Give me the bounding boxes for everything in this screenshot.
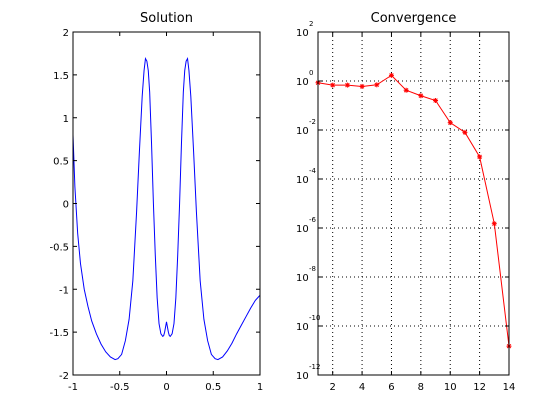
marker-stroke [403,88,409,93]
convergence-data-point [447,120,453,126]
convergence-ytick-exponent: -10 [309,314,320,322]
convergence-ytick-exponent: -6 [309,216,317,224]
convergence-ytick-exponent: -8 [309,265,316,273]
convergence-ytick-base: 10 [296,77,309,88]
convergence-data-point [359,83,365,89]
convergence-ytick-exponent: 2 [309,20,313,28]
convergence-axes-box [317,31,510,376]
solution-ytick-label: 2 [63,28,69,39]
marker-stroke [359,84,365,89]
convergence-data-point [374,82,380,88]
solution-title: Solution [140,11,193,26]
marker-stroke [389,73,394,78]
convergence-data-point [462,129,468,135]
solution-ytick-label: -0.5 [49,242,69,253]
convergence-data-point [403,87,409,93]
convergence-ytick-exponent: 0 [309,69,313,77]
solution-xtick-label: -1 [68,382,78,393]
convergence-ytick-base: 10 [296,371,309,382]
convergence-markers [315,72,512,349]
solution-xtick-label: 1 [257,382,263,393]
solution-plot: -1 -0.5 0 0.5 1 -2 -1.5 -1 -0.5 0 0.5 1 1.5 2 Solutio… [49,11,263,393]
solution-ytick-label: -1.5 [49,328,69,339]
convergence-data-point [433,97,439,103]
solution-ytick-label: 1 [63,114,69,125]
convergence-ytick-base: 10 [296,126,309,137]
convergence-xtick-label: 2 [330,382,336,393]
solution-ytick-label: 1.5 [53,71,69,82]
solution-ytick-label: 0.5 [53,157,69,168]
solution-ytick-label: -2 [59,371,69,382]
convergence-xtick-label: 8 [418,382,424,393]
solution-series-line [72,56,261,361]
convergence-ytick-exponent: -12 [309,363,320,371]
convergence-data-point [330,82,336,88]
marker-stroke [345,82,350,88]
convergence-xtick-label: 12 [473,382,486,393]
solution-ticks: -1 -0.5 0 0.5 1 -2 -1.5 -1 -0.5 0 0.5 1 1.5 2 [49,28,263,393]
marker-stroke [418,93,424,98]
convergence-data-point [418,93,424,99]
solution-xtick-label: -0.5 [110,382,130,393]
marker-stroke [477,154,482,160]
marker-stroke [374,82,379,88]
convergence-ytick-exponent: -2 [309,118,316,126]
convergence-ytick-exponent: -4 [309,167,317,175]
convergence-data-point [477,154,483,160]
convergence-data-point [388,72,394,78]
convergence-ytick-base: 10 [296,175,309,186]
solution-ytick-label: 0 [63,200,69,211]
solution-xtick-label: 0.5 [205,382,221,393]
convergence-data-point [344,82,350,88]
convergence-ytick-base: 10 [296,273,309,284]
marker-stroke [448,120,453,125]
convergence-data-point [491,221,497,227]
convergence-ticks: 2 4 6 8 10 12 1410-1210-1010-810-610-410-21001… [296,20,515,393]
marker-stroke [330,82,335,88]
convergence-ytick-base: 10 [296,322,309,333]
convergence-ytick-base: 10 [296,28,309,39]
convergence-xtick-label: 6 [388,382,394,393]
solution-plot-area [73,32,260,375]
convergence-title: Convergence [371,11,457,26]
marker-stroke [462,130,468,135]
marker-stroke [492,221,497,226]
convergence-xtick-label: 4 [359,382,365,393]
solution-ytick-label: -1 [59,285,69,296]
convergence-plot-area [318,32,509,375]
convergence-xtick-label: 14 [503,382,516,393]
convergence-xtick-label: 10 [444,382,457,393]
convergence-plot: 2 4 6 8 10 12 1410-1210-1010-810-610-410-21001… [296,11,515,393]
convergence-ytick-base: 10 [296,224,309,235]
solution-xtick-label: 0 [163,382,169,393]
marker-stroke [433,98,438,103]
